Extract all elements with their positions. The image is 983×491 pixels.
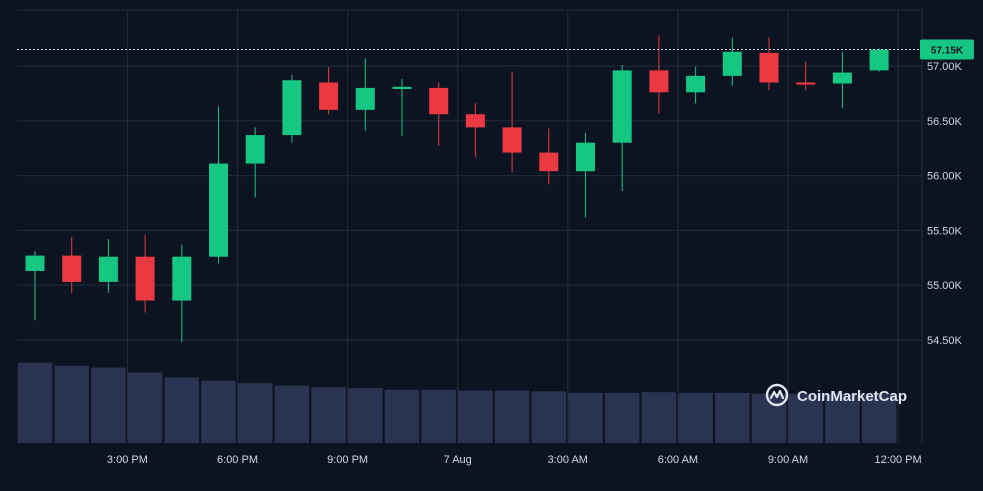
candle-down [759,37,779,91]
candle-body [172,256,192,301]
volume-bar [237,383,273,443]
volume-bar [678,392,713,443]
y-tick-label: 57.00K [927,61,963,73]
candle-up [612,64,632,191]
candle-up [245,127,265,198]
volume-bar [494,390,530,443]
candle-down [502,71,522,173]
x-tick-label: 3:00 PM [107,454,148,466]
candle-body [686,75,706,93]
candle-body [612,70,632,143]
x-tick-label: 7 Aug [444,454,472,466]
y-axis-ticks: 54.50K 55.00K 55.50K 56.00K 56.50K 57.00K [927,61,963,347]
candles [25,35,889,343]
candle-down [135,234,155,313]
candle-body [25,255,45,271]
candle-up [686,67,706,104]
volume-bar [17,362,53,443]
volume-bar [91,367,126,443]
candle-up [209,106,228,264]
volume-bar [715,392,750,443]
x-tick-label: 6:00 AM [658,454,698,466]
candle-body [539,152,559,172]
candle-up [172,244,192,343]
y-tick-label: 56.50K [927,116,963,128]
candle-body [392,86,412,90]
coinmarketcap-watermark: CoinMarketCap [765,383,907,407]
candle-body [502,127,522,153]
candle-up [832,51,852,108]
candle-body [796,82,816,85]
candle-up [392,79,412,137]
volume-bar [458,390,493,443]
candle-body [209,163,228,257]
volume-bar [641,392,677,443]
volume-bar [604,392,640,443]
volume-bar [348,388,383,443]
current-price-tag: 57.15K [920,39,974,60]
candle-body [869,49,889,71]
x-tick-label: 6:00 PM [217,454,258,466]
volume-bar [531,391,567,443]
y-tick-label: 55.00K [927,280,963,292]
volume-bar [788,393,823,443]
x-tick-label: 9:00 PM [327,454,368,466]
candle-down [796,61,816,91]
candle-body [649,70,669,93]
x-tick-label: 12:00 PM [875,454,922,466]
candle-body [355,87,375,110]
x-tick-label: 9:00 AM [768,454,808,466]
volume-bar [164,377,200,443]
current-price-label: 57.15K [931,46,964,57]
volume-bar [54,365,89,443]
candle-body [722,51,742,76]
candle-down [429,82,449,147]
volume-bar [384,389,420,443]
candle-body [832,72,852,84]
candle-up [282,74,302,143]
volume-bar [825,393,860,443]
candle-up [355,58,375,131]
candle-up [576,132,595,218]
volume-bar [127,372,163,443]
candle-up [98,239,118,293]
volume-bar [568,392,603,443]
y-tick-label: 54.50K [927,335,963,347]
watermark-text: CoinMarketCap [797,388,907,405]
y-tick-label: 56.00K [927,171,963,183]
volume-bars [17,362,897,443]
candle-down [649,35,669,114]
coinmarketcap-logo-icon [765,383,789,407]
candle-body [465,114,485,128]
x-tick-label: 3:00 AM [548,454,588,466]
candle-down [319,67,339,115]
candle-down [465,103,485,157]
candle-up [722,37,742,86]
candle-body [135,256,155,301]
x-axis-ticks: 3:00 PM 6:00 PM 9:00 PM 7 Aug 3:00 AM 6:00 AM… [107,454,922,466]
volume-bar [274,385,310,443]
candle-up [25,251,45,321]
candle-body [576,142,595,172]
volume-bar [311,387,346,443]
candle-body [429,87,449,115]
y-tick-label: 55.50K [927,225,963,237]
candle-body [319,82,339,110]
volume-bar [861,393,897,443]
candle-down [539,128,559,185]
candle-up [869,48,889,72]
candle-down [62,236,82,293]
volume-bar [421,389,456,443]
candle-body [759,52,779,83]
candle-body [62,255,82,282]
grid-lines [17,9,923,443]
candle-body [282,80,302,136]
candle-body [245,135,265,164]
candle-body [98,256,118,282]
volume-bar [201,380,236,443]
